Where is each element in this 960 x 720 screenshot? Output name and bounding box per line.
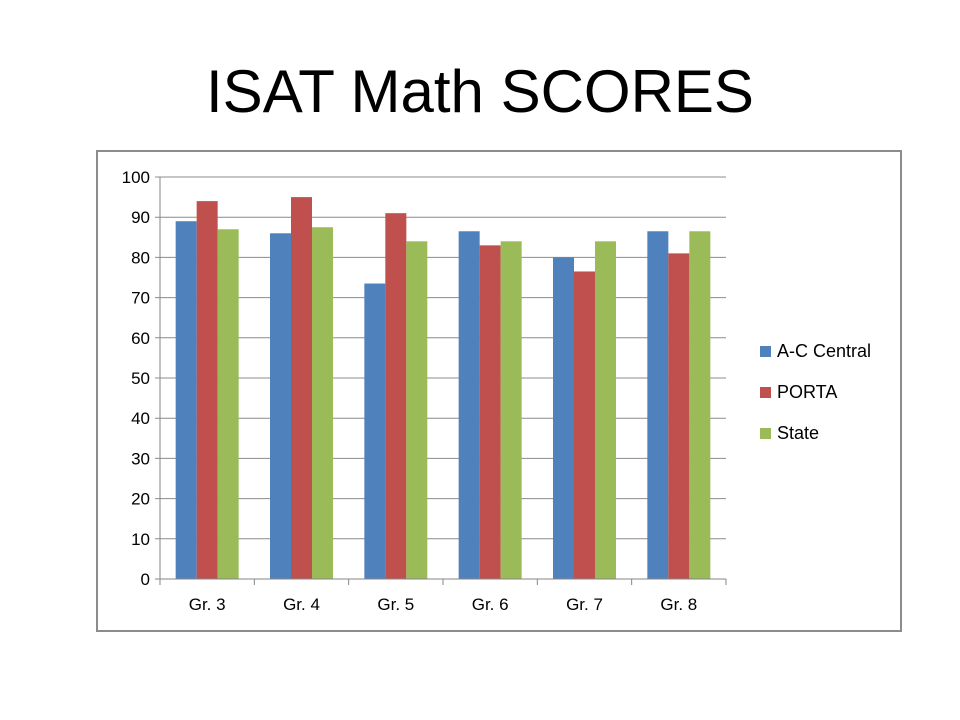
bar-porta-gr-8: [668, 253, 690, 579]
x-tick-label: Gr. 4: [283, 595, 320, 614]
y-tick-label: 60: [131, 329, 150, 348]
y-tick-label: 100: [122, 168, 150, 187]
bar-porta-gr-4: [291, 197, 312, 579]
bar-a-c-central-gr-5: [364, 283, 386, 579]
x-tick-label: Gr. 5: [377, 595, 414, 614]
y-tick-label: 20: [131, 490, 150, 509]
bar-a-c-central-gr-3: [175, 221, 197, 579]
gridlines: [155, 176, 726, 580]
bar-porta-gr-3: [196, 201, 218, 579]
y-tick-label: 90: [131, 208, 150, 227]
legend-label-porta: PORTA: [777, 382, 837, 402]
bar-a-c-central-gr-8: [647, 231, 669, 579]
bar-a-c-central-gr-7: [553, 257, 574, 579]
bar-a-c-central-gr-6: [458, 231, 480, 579]
x-tick-label: Gr. 3: [189, 595, 226, 614]
bar-state-gr-7: [595, 241, 616, 579]
legend-swatch-state: [760, 428, 771, 439]
x-axis-ticks: Gr. 3 Gr. 4 Gr. 5 Gr. 6 Gr. 7 Gr. 8: [189, 595, 698, 614]
bar-state-gr-5: [406, 241, 428, 579]
bar-a-c-central-gr-4: [270, 233, 291, 579]
chart-frame: 0 10 20 30 40 50 60 70 80 90 100 Gr. 3 Gr. 4 Gr. 5 Gr…: [96, 150, 902, 632]
slide-title: ISAT Math SCORES: [206, 58, 754, 125]
y-tick-label: 50: [131, 369, 150, 388]
y-tick-label: 40: [131, 409, 150, 428]
bars: [175, 197, 711, 579]
bar-state-gr-4: [312, 227, 333, 579]
x-tick-label: Gr. 6: [472, 595, 509, 614]
y-axis-ticks: 0 10 20 30 40 50 60 70 80 90 100: [122, 168, 150, 589]
x-tick-label: Gr. 7: [566, 595, 603, 614]
bar-porta-gr-5: [385, 213, 407, 579]
legend-swatch-a-c-central: [760, 346, 771, 357]
bar-state-gr-3: [217, 229, 239, 579]
bar-state-gr-8: [689, 231, 711, 579]
x-tick-label: Gr. 8: [660, 595, 697, 614]
y-tick-label: 0: [141, 570, 150, 589]
y-tick-label: 10: [131, 530, 150, 549]
bar-state-gr-6: [500, 241, 522, 579]
legend-label-state: State: [777, 423, 819, 443]
bar-porta-gr-7: [574, 271, 595, 579]
legend: A-C Central PORTA State: [760, 341, 871, 443]
bar-porta-gr-6: [479, 245, 501, 579]
y-tick-label: 70: [131, 289, 150, 308]
y-tick-label: 80: [131, 248, 150, 267]
legend-label-a-c-central: A-C Central: [777, 341, 871, 361]
legend-swatch-porta: [760, 387, 771, 398]
x-axis: [159, 578, 727, 585]
y-tick-label: 30: [131, 449, 150, 468]
